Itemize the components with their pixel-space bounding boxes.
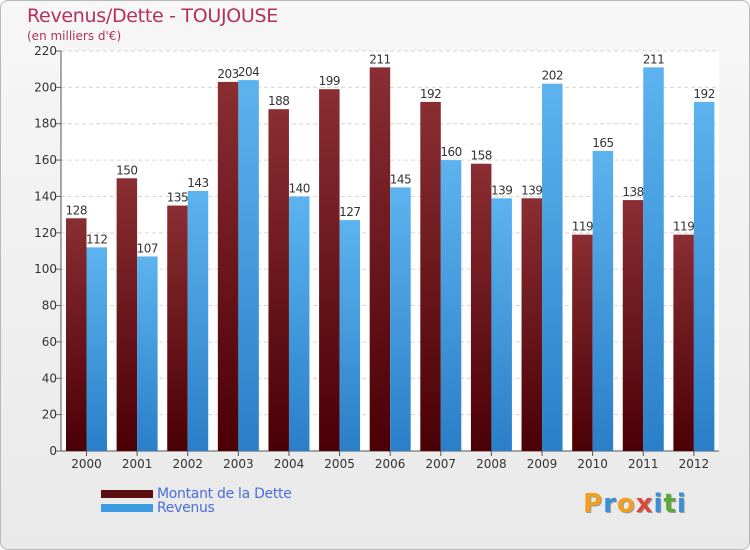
logo-letter: x xyxy=(635,489,654,519)
data-label-dette: 158 xyxy=(470,149,491,163)
y-tick-label: 140 xyxy=(34,189,57,203)
y-tick-label: 100 xyxy=(34,262,57,276)
data-label-dette: 150 xyxy=(116,163,137,177)
bar-revenus-2011 xyxy=(643,67,664,451)
data-label-dette: 192 xyxy=(420,87,441,101)
y-tick-label: 120 xyxy=(34,226,57,240)
bar-dette-2012 xyxy=(673,234,694,451)
bar-revenus-2002 xyxy=(187,191,209,451)
chart-title: Revenus/Dette - TOUJOUSE xyxy=(27,5,278,27)
legend-item-dette: Montant de la Dette xyxy=(101,486,292,502)
proxiti-logo: Proxiti xyxy=(583,489,687,519)
y-tick-label: 180 xyxy=(34,117,57,131)
bar-dette-2006 xyxy=(369,67,391,451)
data-label-revenus: 160 xyxy=(440,145,461,159)
bar-dette-2005 xyxy=(319,89,340,451)
x-tick-label: 2003 xyxy=(223,457,254,471)
y-tick-label: 40 xyxy=(42,371,57,385)
bar-revenus-2004 xyxy=(288,196,310,451)
x-tick-label: 2002 xyxy=(172,457,203,471)
bar-revenus-2007 xyxy=(440,160,462,451)
bar-dette-2004 xyxy=(268,109,289,451)
y-tick-label: 60 xyxy=(42,335,57,349)
y-tick-label: 0 xyxy=(49,444,57,458)
bar-dette-2003 xyxy=(217,81,239,451)
bar-revenus-2006 xyxy=(390,187,411,451)
bar-revenus-2000 xyxy=(86,247,107,451)
legend: Montant de la Dette Revenus xyxy=(101,486,292,516)
data-label-dette: 188 xyxy=(268,94,289,108)
data-label-revenus: 140 xyxy=(289,181,310,195)
y-tick-label: 160 xyxy=(34,153,57,167)
data-label-dette: 119 xyxy=(572,220,593,234)
data-label-dette: 211 xyxy=(369,52,390,66)
data-label-dette: 128 xyxy=(66,203,87,217)
data-label-dette: 119 xyxy=(673,220,694,234)
chart-subtitle: (en milliers d'€) xyxy=(27,29,122,43)
bar-revenus-2008 xyxy=(491,198,512,451)
data-label-revenus: 143 xyxy=(187,176,208,190)
x-tick-label: 2012 xyxy=(679,457,710,471)
x-tick-label: 2009 xyxy=(527,457,558,471)
bar-revenus-2012 xyxy=(693,101,715,451)
x-tick-label: 2004 xyxy=(274,457,305,471)
x-tick-label: 2008 xyxy=(476,457,507,471)
bar-revenus-2010 xyxy=(592,151,614,451)
x-tick-label: 2007 xyxy=(426,457,457,471)
bar-dette-2010 xyxy=(572,234,593,451)
legend-label-revenus: Revenus xyxy=(157,500,215,516)
x-tick-label: 2005 xyxy=(324,457,355,471)
x-tick-label: 2011 xyxy=(628,457,659,471)
data-label-revenus: 139 xyxy=(491,183,512,197)
data-label-dette: 135 xyxy=(167,191,188,205)
logo-letter: i xyxy=(653,489,664,519)
data-label-revenus: 211 xyxy=(643,52,664,66)
data-label-dette: 199 xyxy=(319,74,340,88)
data-label-revenus: 165 xyxy=(592,136,613,150)
bar-dette-2009 xyxy=(521,198,543,451)
legend-swatch-dette xyxy=(101,490,153,498)
bar-revenus-2009 xyxy=(542,83,563,452)
logo-letter: r xyxy=(603,489,617,519)
data-label-revenus: 192 xyxy=(693,87,714,101)
data-label-revenus: 112 xyxy=(86,232,107,246)
data-label-revenus: 145 xyxy=(390,172,411,186)
x-tick-label: 2000 xyxy=(71,457,102,471)
legend-label-dette: Montant de la Dette xyxy=(157,486,292,502)
logo-letter: o xyxy=(616,489,636,519)
bar-dette-2008 xyxy=(470,163,492,451)
data-label-revenus: 127 xyxy=(339,205,360,219)
data-label-revenus: 107 xyxy=(137,241,158,255)
logo-letter: t xyxy=(663,489,677,519)
bar-revenus-2003 xyxy=(238,80,259,451)
data-label-revenus: 204 xyxy=(238,65,259,79)
x-tick-label: 2006 xyxy=(375,457,406,471)
y-tick-label: 220 xyxy=(34,44,57,58)
bar-dette-2007 xyxy=(420,101,441,451)
bar-dette-2001 xyxy=(116,178,138,452)
data-label-revenus: 202 xyxy=(542,69,563,83)
bar-dette-2011 xyxy=(622,200,644,451)
logo-letter: i xyxy=(676,489,687,519)
x-tick-label: 2010 xyxy=(577,457,608,471)
y-tick-label: 80 xyxy=(42,299,57,313)
data-label-dette: 139 xyxy=(521,183,542,197)
y-tick-label: 20 xyxy=(42,408,57,422)
legend-swatch-revenus xyxy=(101,504,153,512)
bar-revenus-2005 xyxy=(339,220,361,451)
bar-dette-2002 xyxy=(167,205,188,451)
bar-dette-2000 xyxy=(66,218,87,451)
y-tick-label: 200 xyxy=(34,80,57,94)
x-tick-label: 2001 xyxy=(122,457,153,471)
data-label-dette: 138 xyxy=(622,185,643,199)
legend-item-revenus: Revenus xyxy=(101,500,292,516)
data-label-dette: 203 xyxy=(217,67,238,81)
bar-revenus-2001 xyxy=(137,256,158,451)
logo-letter: P xyxy=(583,489,604,519)
